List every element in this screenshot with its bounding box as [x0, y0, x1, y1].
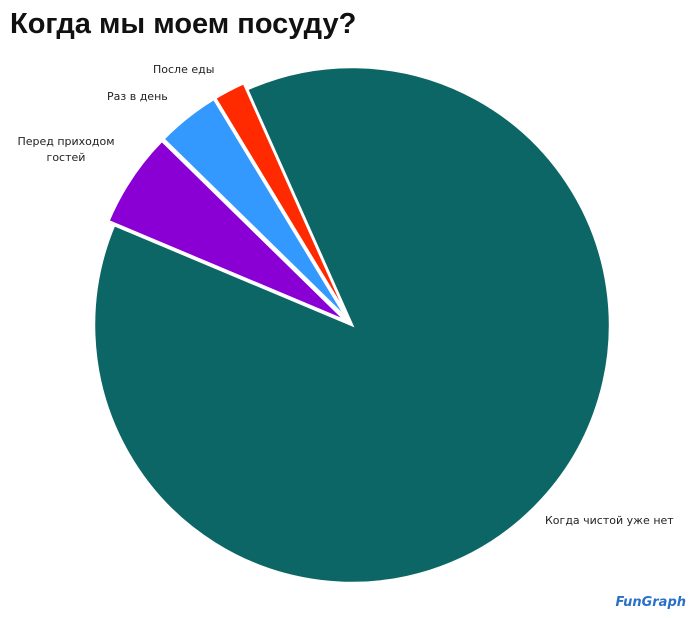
chart-title: Когда мы моем посуду? — [10, 8, 357, 40]
slice-label: После еды — [153, 63, 215, 76]
slice-label: Перед приходом гостей — [17, 135, 115, 164]
pie-slice — [213, 81, 350, 320]
pie-slice — [92, 65, 612, 585]
watermark: FunGraph — [615, 595, 686, 610]
pie-slice — [161, 97, 349, 321]
slice-label: Раз в день — [107, 90, 168, 103]
slice-label: Когда чистой уже нет — [545, 514, 674, 527]
pie-slice — [106, 138, 348, 323]
